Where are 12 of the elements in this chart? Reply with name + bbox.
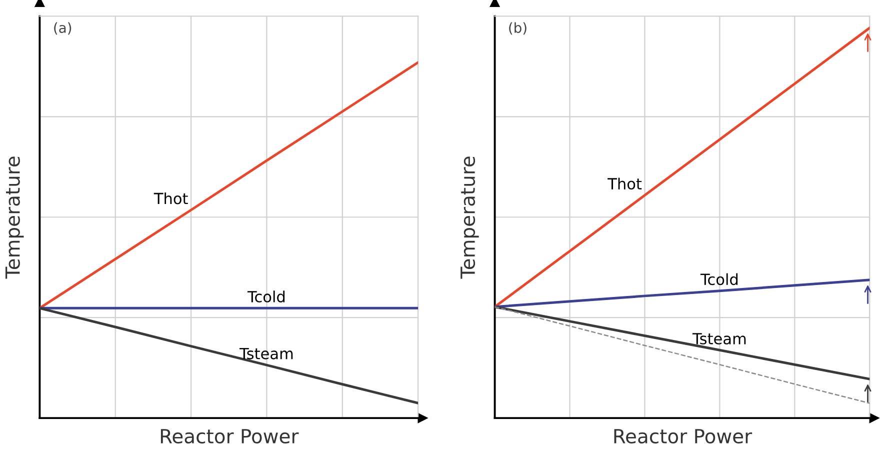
series-label: Thot xyxy=(608,178,642,190)
x-axis-title: Reactor Power xyxy=(614,429,752,444)
series-label: Tsteam xyxy=(239,348,293,360)
text: (a) xyxy=(54,22,72,35)
series-label: Tcold xyxy=(247,290,285,302)
y-axis-title: Temperature xyxy=(6,156,24,279)
series-label: Tcold xyxy=(700,273,738,286)
x-axis-title: Reactor Power xyxy=(160,429,299,444)
series-label: Tsteam xyxy=(692,333,746,344)
y-axis-title: Temperature xyxy=(460,156,479,279)
annotation: (b) xyxy=(509,22,526,35)
series-label: Thot xyxy=(154,192,188,204)
